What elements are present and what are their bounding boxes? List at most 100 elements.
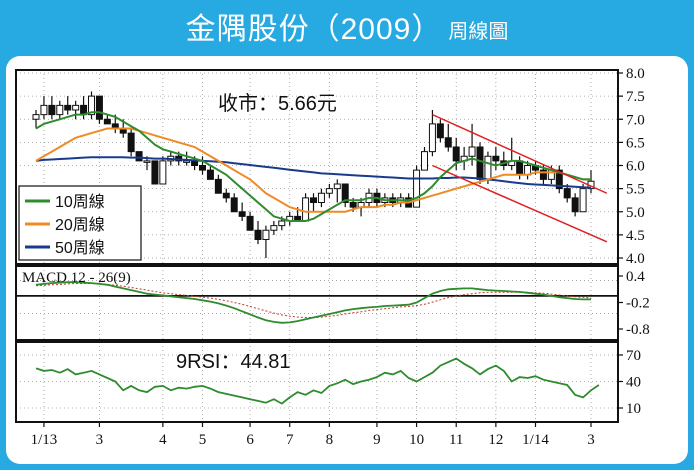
candle-body	[238, 211, 246, 217]
macd-layer	[16, 281, 618, 324]
candle-body	[413, 169, 421, 208]
candle-body	[571, 197, 579, 213]
rsi-y-tick-label: 40	[626, 375, 641, 391]
candle-body	[72, 104, 80, 111]
candle-body	[333, 183, 341, 190]
price-y-tick-label: 6.5	[626, 135, 645, 151]
candle-body	[95, 95, 103, 120]
price-y-tick-label: 6.0	[626, 159, 645, 175]
x-tick-label: 1/14	[522, 432, 549, 448]
candle-body	[341, 183, 349, 203]
candle-body	[230, 197, 238, 213]
candle-body	[325, 188, 333, 194]
close-price-annotation: 收市：5.66元	[218, 92, 337, 115]
title-bar: 金隅股份（2009） 周線圖	[0, 0, 694, 52]
rsi-line	[35, 357, 600, 405]
candle-body	[484, 155, 492, 180]
price-y-tick-label: 8.0	[626, 66, 645, 82]
candle-body	[254, 229, 262, 240]
legend-label: 20周線	[55, 216, 105, 234]
x-tick-label: 10	[409, 432, 424, 448]
x-tick-label: 9	[373, 432, 381, 448]
candle-body	[476, 146, 484, 180]
x-tick-label: 8	[326, 432, 334, 448]
legend-label: 50周線	[55, 239, 105, 257]
x-tick-label: 1/13	[31, 432, 58, 448]
candle-body	[302, 197, 310, 222]
candle-body	[555, 169, 563, 190]
candle-body	[183, 160, 191, 163]
price-y-tick-label: 5.5	[626, 182, 645, 198]
x-tick-label: 6	[246, 432, 254, 448]
candle-body	[143, 160, 151, 163]
x-tick-label: 12	[488, 432, 503, 448]
panel-border-0	[15, 69, 619, 265]
candle-body	[452, 146, 460, 162]
price-y-tick-label: 4.0	[626, 251, 645, 267]
candle-body	[349, 202, 357, 208]
candle-body	[199, 165, 206, 171]
x-tick-label: 4	[159, 432, 167, 448]
candle-body	[56, 104, 64, 116]
ma20-line	[35, 127, 591, 213]
panel-border-2	[15, 341, 619, 423]
candle-body	[270, 225, 278, 231]
candle-body	[278, 220, 286, 227]
macd-y-tick-label: -0.2	[626, 296, 650, 312]
candle-body	[103, 118, 111, 125]
candle-body	[539, 169, 547, 180]
candle-body	[310, 197, 317, 203]
rsi-y-tick-label: 10	[626, 401, 641, 417]
macd-label: MACD 12 - 26(9)	[22, 270, 131, 286]
candle-body	[127, 132, 135, 153]
candle-body	[317, 192, 325, 203]
candle-body	[468, 146, 476, 157]
candle-body	[135, 151, 143, 162]
candle-body	[579, 188, 587, 213]
macd-signal-line	[35, 283, 592, 318]
x-tick-label: 7	[286, 432, 294, 448]
candle-body	[206, 169, 214, 180]
chart-title: 金隅股份（2009）	[185, 13, 443, 46]
candle-body	[246, 215, 254, 231]
chart-subtitle: 周線圖	[448, 20, 509, 43]
chart-panel: 1/13 3 4 5 6 7 8 9 10 11 12 1/14 3 8.0 7.5 7.0 6.5 6.0 5.5…	[6, 56, 688, 464]
macd-y-tick-label: 0.4	[626, 269, 645, 285]
legend: 10周線 20周線 50周線	[18, 185, 142, 261]
ma50-line	[35, 156, 592, 189]
price-y-tick-label: 7.0	[626, 112, 645, 128]
rsi-y-tick-label: 70	[626, 348, 641, 364]
candle-body	[151, 160, 159, 185]
legend-label: 10周線	[55, 193, 105, 211]
candle-body	[516, 160, 524, 176]
candle-body	[191, 160, 199, 166]
candle-body	[492, 155, 500, 162]
axis-layer: 1/13 3 4 5 6 7 8 9 10 11 12 1/14 3 8.0 7.5 7.0 6.5 6.0 5.5…	[31, 66, 650, 448]
candle-body	[159, 160, 167, 185]
macd-y-tick-label: -0.8	[626, 322, 650, 338]
candle-body	[421, 151, 428, 171]
x-tick-label: 11	[449, 432, 463, 448]
channel-lower-line	[432, 164, 608, 243]
candle-body	[32, 114, 40, 120]
candle-body	[222, 192, 230, 199]
x-tick-label: 3	[587, 432, 595, 448]
price-y-tick-label: 5.0	[626, 205, 645, 221]
x-tick-label: 5	[199, 432, 207, 448]
candle-body	[436, 123, 444, 139]
rsi-annotation: 9RSI：44.81	[176, 351, 291, 373]
candle-body	[64, 104, 72, 111]
chart-svg: 1/13 3 4 5 6 7 8 9 10 11 12 1/14 3 8.0 7.5 7.0 6.5 6.0 5.5…	[15, 66, 650, 448]
price-y-tick-label: 7.5	[626, 89, 645, 105]
channel-upper-line	[432, 113, 608, 194]
candle-body	[563, 188, 571, 199]
price-y-tick-label: 4.5	[626, 228, 645, 244]
candle-body	[40, 104, 48, 116]
price-layer	[32, 91, 608, 258]
rsi-layer	[35, 357, 600, 405]
candle-body	[444, 137, 452, 148]
macd-line	[35, 281, 591, 324]
ma10-line	[35, 111, 591, 222]
candle-body	[88, 95, 95, 116]
